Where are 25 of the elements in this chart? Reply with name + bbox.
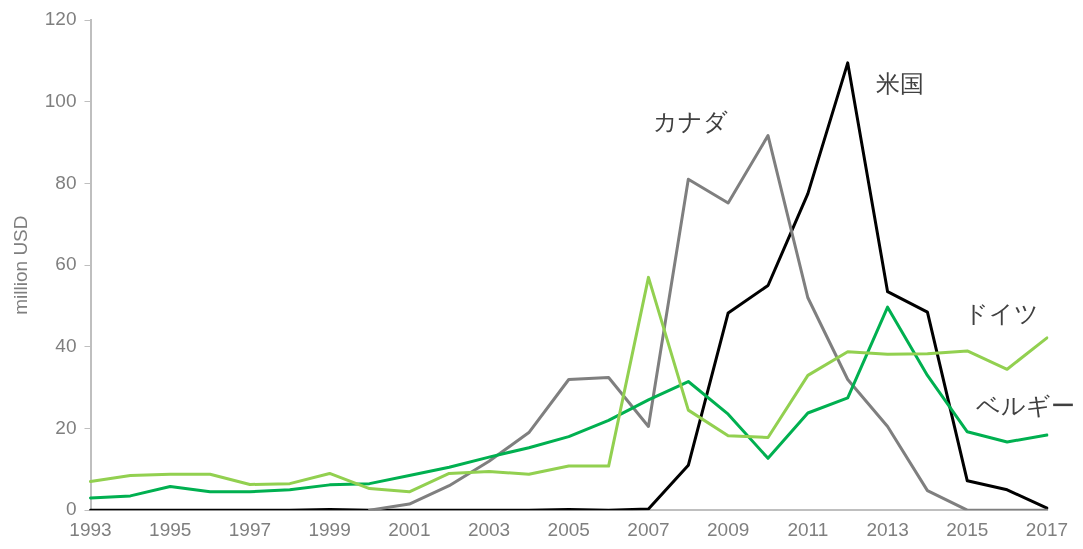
x-tick-label: 2017 (1025, 518, 1069, 540)
series-label: ドイツ (964, 300, 1039, 328)
y-tick-label: 40 (55, 335, 77, 357)
x-tick-label: 2013 (866, 518, 909, 540)
y-tick-label: 20 (55, 416, 77, 438)
y-tick-label: 60 (55, 253, 77, 275)
x-tick-label: 2011 (787, 518, 829, 540)
y-tick-label: 80 (55, 171, 77, 193)
x-tick-label: 2007 (627, 518, 670, 540)
x-tick-label: 1997 (228, 518, 272, 540)
x-tick-label: 1999 (308, 518, 351, 540)
y-axis-title: million USD (9, 215, 31, 315)
x-tick-label: 2015 (946, 518, 989, 540)
x-tick-label: 1993 (69, 518, 112, 540)
x-tick-label: 1995 (149, 518, 192, 540)
x-tick-label: 2009 (707, 518, 750, 540)
x-tick-label: 2005 (547, 518, 590, 540)
series-label: 米国 (875, 69, 924, 97)
y-tick-label: 0 (65, 498, 77, 520)
x-tick-label: 2001 (388, 518, 431, 540)
y-tick-label: 120 (44, 8, 77, 30)
series-label: ベルギー (976, 391, 1075, 419)
y-tick-label: 100 (44, 89, 77, 111)
x-tick-label: 2003 (467, 518, 511, 540)
series-label: カナダ (653, 108, 729, 136)
